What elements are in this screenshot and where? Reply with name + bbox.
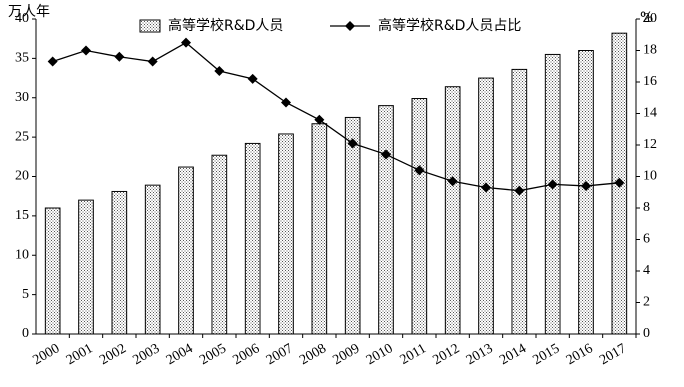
y-tick-label: 35 (15, 51, 29, 66)
legend-label: 高等学校R&D人员占比 (378, 17, 521, 34)
bar (178, 166, 194, 335)
x-tick-label: 2006 (231, 341, 263, 368)
bar (444, 86, 461, 335)
y2-tick-label: 14 (643, 106, 657, 121)
y-tick-label: 5 (22, 287, 29, 302)
marker (381, 149, 391, 160)
marker (447, 176, 458, 187)
y-tick-label: 15 (15, 208, 29, 223)
x-tick-label: 2012 (431, 341, 463, 368)
marker (81, 45, 91, 56)
bar (278, 133, 294, 335)
x-tick-label: 2011 (398, 341, 429, 368)
x-tick-label: 2003 (131, 341, 163, 368)
y2-tick-label: 16 (643, 74, 657, 89)
bar (478, 77, 494, 335)
marker (614, 177, 625, 188)
legend-swatch (139, 19, 161, 33)
bar (544, 53, 561, 335)
marker (314, 114, 325, 125)
x-tick-label: 2002 (97, 341, 129, 368)
y2-axis-label: % (640, 10, 653, 26)
marker (581, 180, 591, 191)
marker (547, 179, 558, 190)
y-axis-label: 万人年 (8, 4, 50, 20)
y-tick-label: 20 (15, 169, 29, 184)
x-tick-label: 2010 (364, 341, 396, 368)
bar (144, 184, 161, 335)
x-tick-label: 2008 (297, 341, 329, 368)
marker (414, 165, 425, 176)
y2-tick-label: 18 (643, 43, 657, 58)
x-tick-label: 2005 (197, 341, 229, 368)
legend-marker (345, 21, 355, 31)
bar (344, 116, 361, 335)
y-tick-label: 0 (22, 326, 29, 341)
x-tick-label: 2004 (164, 341, 196, 368)
y2-tick-label: 20 (643, 11, 657, 26)
x-tick-label: 2017 (597, 341, 629, 368)
y-tick-label: 25 (15, 129, 29, 144)
marker (514, 185, 525, 196)
bar (78, 199, 94, 335)
x-tick-label: 2016 (564, 341, 596, 368)
line (52, 41, 620, 192)
bar (244, 142, 261, 335)
y-tick-label: 10 (15, 247, 29, 262)
y-tick-label: 30 (15, 90, 29, 105)
bar (378, 105, 394, 335)
x-tick-label: 2007 (264, 341, 296, 368)
y2-tick-label: 10 (643, 169, 657, 184)
marker (214, 65, 225, 76)
bar (211, 154, 228, 335)
marker (47, 56, 58, 67)
marker (114, 51, 125, 62)
y2-tick-label: 6 (643, 232, 650, 247)
x-tick-label: 2001 (64, 341, 96, 368)
bar (511, 68, 528, 335)
marker (481, 182, 491, 193)
bar (44, 207, 61, 335)
y-tick-label: 40 (15, 11, 29, 26)
x-tick-label: 2009 (331, 341, 363, 368)
marker (147, 56, 158, 67)
marker (347, 138, 358, 149)
marker (281, 97, 291, 108)
y2-tick-label: 4 (643, 263, 650, 278)
legend-label: 高等学校R&D人员 (168, 17, 283, 34)
bar (311, 123, 328, 335)
x-tick-label: 2013 (464, 341, 496, 368)
bar (578, 50, 594, 335)
marker (181, 37, 191, 48)
x-tick-label: 2015 (531, 341, 563, 368)
bar (411, 98, 428, 335)
y2-tick-label: 0 (643, 326, 650, 341)
y2-tick-label: 2 (643, 295, 650, 310)
y2-tick-label: 12 (643, 137, 657, 152)
marker (247, 73, 258, 84)
bar (111, 190, 128, 335)
y2-tick-label: 8 (643, 200, 650, 215)
x-tick-label: 2014 (497, 341, 529, 368)
x-tick-label: 2000 (31, 341, 63, 368)
